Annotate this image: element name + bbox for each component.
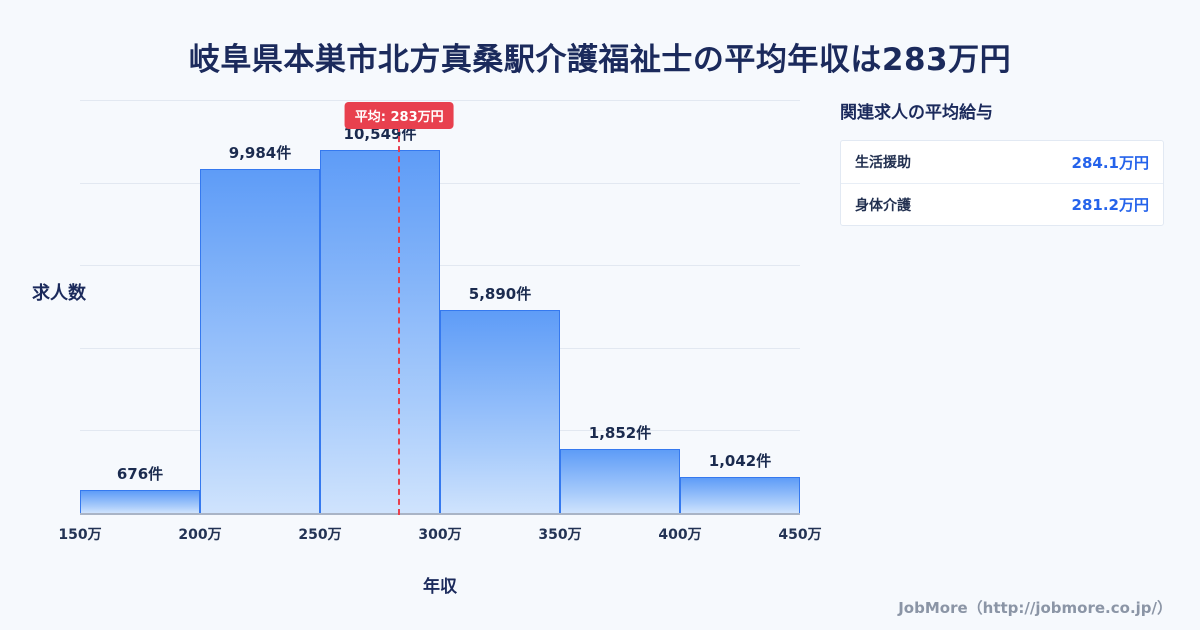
y-axis-label: 求人数 xyxy=(32,283,86,304)
histogram-bar xyxy=(80,489,200,513)
page-title: 岐阜県本巣市北方真桑駅介護福祉士の平均年収は283万円 xyxy=(188,42,1012,78)
x-tick-label: 200万 xyxy=(178,527,222,543)
salary-row: 生活援助 284.1万円 xyxy=(841,141,1163,183)
histogram-bar xyxy=(560,449,680,513)
salary-value: 281.2万円 xyxy=(1071,196,1149,214)
salary-value: 284.1万円 xyxy=(1071,153,1149,172)
bar-value-label: 676件 xyxy=(116,464,164,483)
average-line xyxy=(398,126,401,515)
job-type-label: 身体介護 xyxy=(855,197,911,214)
histogram-bar xyxy=(440,310,560,513)
gridline xyxy=(80,265,800,267)
x-tick-label: 300万 xyxy=(418,527,462,543)
histogram-bar xyxy=(200,169,320,513)
bar-value-label: 5,890件 xyxy=(468,285,532,304)
gridline xyxy=(80,100,800,101)
plot-area: 676件 9,984件 10,549件 5,890件 1,852件 1,042件 xyxy=(80,100,800,515)
x-tick-label: 350万 xyxy=(538,527,582,543)
bar-value-label: 1,852件 xyxy=(588,424,652,443)
average-badge: 平均: 283万円 xyxy=(344,102,454,129)
bar-value-label: 1,042件 xyxy=(708,452,772,471)
histogram-bar xyxy=(320,149,440,513)
job-type-label: 生活援助 xyxy=(855,155,911,171)
salary-histogram: 676件 9,984件 10,549件 5,890件 1,852件 1,042件 平均: … xyxy=(58,100,822,543)
panel-heading: 関連求人の平均給与 xyxy=(840,103,993,123)
x-axis-label: 年収 xyxy=(423,577,457,597)
histogram-bar xyxy=(680,477,800,513)
source-credit: JobMore（http://jobmore.co.jp/） xyxy=(898,599,1172,617)
related-jobs-panel: 関連求人の平均給与 生活援助 284.1万円 身体介護 281.2万円 xyxy=(840,98,1164,226)
x-tick-label: 400万 xyxy=(658,527,702,543)
gridline xyxy=(80,182,800,184)
x-axis-ticks: 150万 200万 250万 300万 350万 400万 450万 xyxy=(58,515,821,547)
x-tick-label: 450万 xyxy=(778,527,822,543)
bar-value-label: 9,984件 xyxy=(228,144,292,163)
salary-card: 生活援助 284.1万円 身体介護 281.2万円 xyxy=(840,140,1164,226)
x-tick-label: 250万 xyxy=(298,527,342,543)
x-tick-label: 150万 xyxy=(58,527,102,543)
salary-row: 身体介護 281.2万円 xyxy=(841,183,1163,225)
